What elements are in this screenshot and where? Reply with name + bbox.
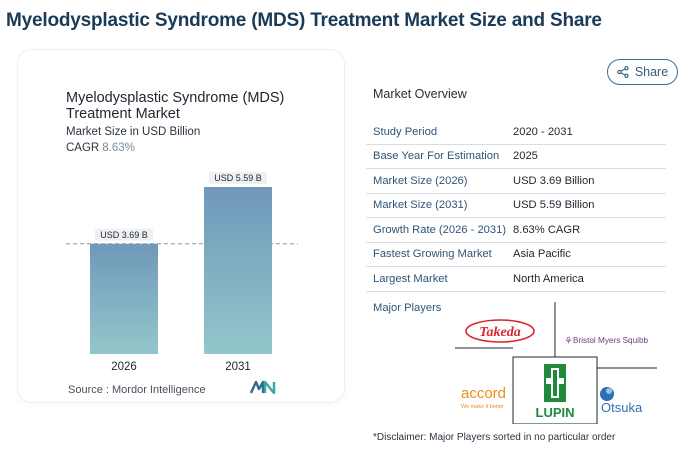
overview-row-study-period: Study Period 2020 - 2031 [366, 120, 666, 145]
takeda-logo: Takeda [465, 319, 535, 343]
chart-cagr: CAGR 8.63% [66, 142, 135, 154]
data-label-2026: USD 3.69 B [100, 230, 148, 240]
market-overview-title: Market Overview [373, 87, 467, 101]
disclaimer: *Disclaimer: Major Players sorted in no … [373, 432, 616, 443]
cagr-value: 8.63% [102, 142, 135, 154]
source-label: Source : Mordor Intelligence [68, 384, 206, 396]
bms-logo-text: Bristol Myers Squibb [573, 336, 649, 345]
accord-logo-text: accord [461, 385, 506, 402]
row-label: Market Size (2026) [373, 174, 468, 187]
lupin-logo: LUPIN [536, 364, 575, 420]
bar-2031 [204, 187, 272, 354]
row-value: North America [513, 272, 584, 285]
row-label: Growth Rate (2026 - 2031) [373, 223, 507, 236]
share-icon [617, 66, 629, 78]
major-players-title: Major Players [373, 302, 442, 314]
page-title: Myelodysplastic Syndrome (MDS) Treatment… [6, 10, 602, 31]
lupin-logo-text: LUPIN [536, 405, 575, 420]
market-overview-table: Study Period 2020 - 2031 Base Year For E… [366, 120, 666, 292]
row-value: Asia Pacific [513, 248, 571, 261]
row-value: 8.63% CAGR [513, 223, 581, 236]
chart-card: Myelodysplastic Syndrome (MDS) Treatment… [18, 50, 344, 402]
bristol-myers-squibb-logo: ⚘ Bristol Myers Squibb [564, 336, 649, 347]
row-value: 2020 - 2031 [513, 125, 573, 138]
overview-row-market-size-2031: Market Size (2031) USD 5.59 Billion [366, 194, 666, 218]
svg-text:⚘: ⚘ [564, 336, 573, 347]
overview-row-market-size-2026: Market Size (2026) USD 3.69 Billion [366, 169, 666, 194]
bar-chart: USD 3.69 B 2026 USD 5.59 B 2031 [66, 172, 298, 373]
bar-2026 [90, 243, 158, 354]
row-label: Market Size (2031) [373, 199, 468, 212]
row-label: Base Year For Estimation [373, 150, 500, 163]
x-tick-2026: 2026 [111, 361, 137, 373]
overview-row-largest-market: Largest Market North America [366, 267, 666, 292]
overview-row-fastest-growing: Fastest Growing Market Asia Pacific [366, 243, 666, 267]
otsuka-logo: Otsuka [600, 387, 643, 415]
accord-logo-tagline: We make it better [461, 404, 504, 410]
share-label: Share [634, 65, 669, 79]
chart-title: Myelodysplastic Syndrome (MDS) Treatment… [66, 90, 285, 122]
row-value: 2025 [513, 150, 538, 163]
row-label: Largest Market [373, 272, 448, 285]
share-button[interactable]: Share [607, 59, 678, 85]
major-players-grid: Takeda ⚘ Bristol Myers Squibb accord We … [455, 302, 657, 424]
row-label: Study Period [373, 125, 438, 138]
row-label: Fastest Growing Market [373, 248, 492, 261]
row-value: USD 5.59 Billion [513, 199, 595, 212]
cagr-label: CAGR [66, 142, 100, 154]
data-label-bg [95, 228, 153, 241]
overview-row-base-year: Base Year For Estimation 2025 [366, 145, 666, 169]
chart-subtitle: Market Size in USD Billion [66, 126, 201, 138]
mordor-intelligence-logo [250, 380, 276, 394]
takeda-logo-text: Takeda [479, 325, 520, 340]
data-label-2031: USD 5.59 B [214, 173, 262, 183]
overview-row-growth-rate: Growth Rate (2026 - 2031) 8.63% CAGR [366, 218, 666, 243]
accord-logo: accord We make it better [461, 385, 506, 410]
x-tick-2031: 2031 [225, 361, 251, 373]
otsuka-logo-text: Otsuka [601, 400, 643, 415]
data-label-bg [209, 172, 267, 184]
row-value: USD 3.69 Billion [513, 174, 595, 187]
